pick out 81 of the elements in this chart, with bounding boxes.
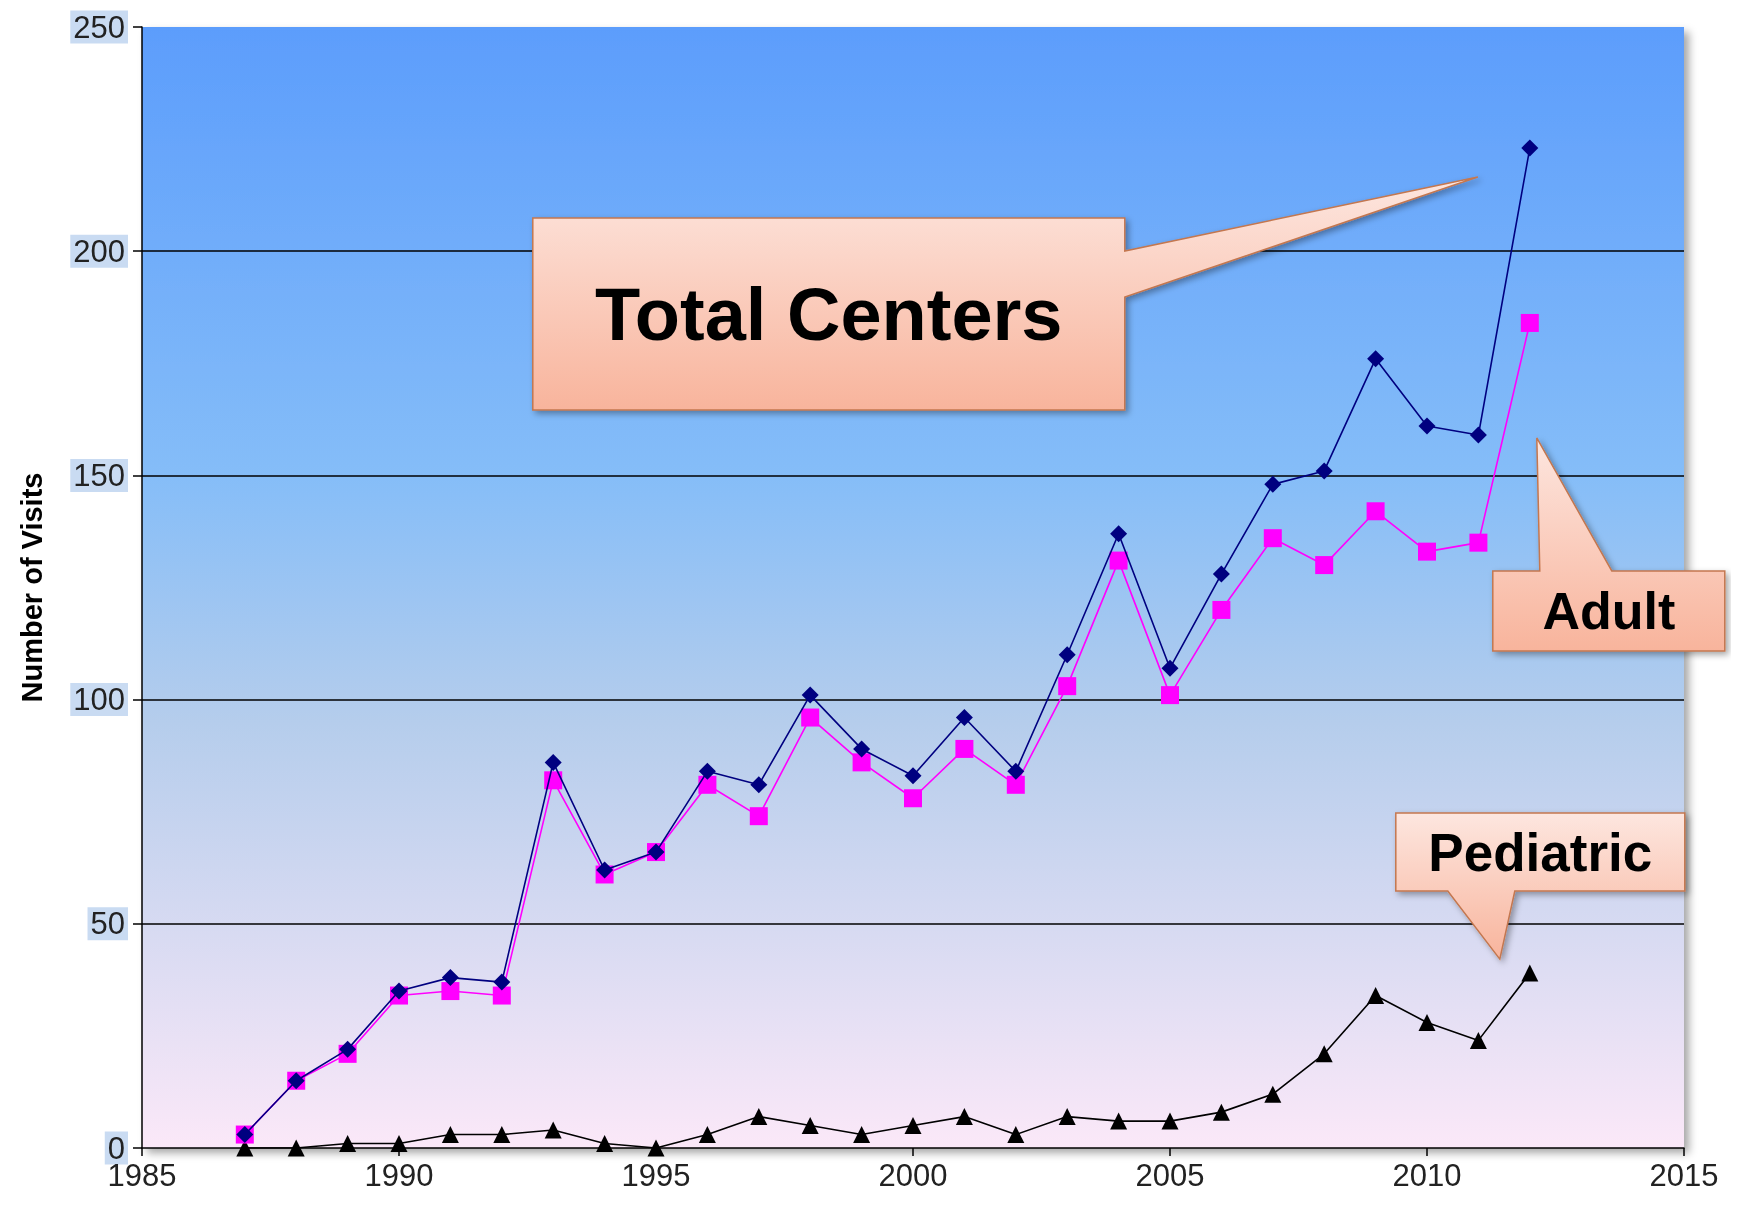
point bbox=[1521, 139, 1539, 157]
point bbox=[544, 753, 562, 771]
y-axis-title: Number of Visits bbox=[15, 472, 48, 703]
point bbox=[1418, 417, 1436, 435]
point bbox=[596, 861, 614, 879]
point bbox=[698, 762, 716, 780]
point bbox=[339, 1135, 357, 1153]
point bbox=[698, 1126, 716, 1144]
text: Pediatric bbox=[1428, 822, 1653, 882]
x-tick-label: 2015 bbox=[1649, 1158, 1719, 1193]
x-tick-label: 2010 bbox=[1392, 1158, 1462, 1193]
point bbox=[852, 753, 871, 772]
point bbox=[287, 1139, 305, 1157]
point bbox=[1366, 502, 1385, 521]
point bbox=[493, 1126, 511, 1144]
point bbox=[1161, 659, 1179, 677]
point bbox=[1007, 762, 1025, 780]
point bbox=[493, 973, 511, 991]
x-tick-label: 2000 bbox=[878, 1158, 948, 1193]
point bbox=[853, 1126, 871, 1144]
point bbox=[1161, 686, 1179, 705]
y-tick-label: 200 bbox=[73, 233, 125, 269]
point bbox=[339, 1040, 357, 1058]
point bbox=[904, 789, 922, 808]
point bbox=[1367, 987, 1385, 1005]
point bbox=[1263, 529, 1282, 548]
point bbox=[1212, 565, 1230, 583]
y-tick-label: 250 bbox=[73, 9, 125, 45]
point bbox=[1315, 462, 1333, 480]
point bbox=[1110, 1112, 1128, 1130]
point bbox=[1058, 1108, 1076, 1126]
point bbox=[1161, 1112, 1179, 1130]
point bbox=[647, 1139, 665, 1157]
point bbox=[1058, 646, 1076, 664]
point bbox=[1315, 1045, 1333, 1063]
point bbox=[1418, 542, 1436, 561]
y-tick-label: 50 bbox=[90, 906, 125, 942]
point bbox=[1520, 313, 1539, 332]
point bbox=[1212, 600, 1231, 619]
point bbox=[1521, 964, 1539, 982]
text: Total Centers bbox=[595, 272, 1063, 356]
point bbox=[1418, 1013, 1436, 1031]
point bbox=[955, 1108, 973, 1126]
point bbox=[441, 969, 459, 987]
point bbox=[1315, 556, 1334, 575]
point bbox=[749, 807, 768, 826]
point bbox=[750, 1108, 768, 1126]
x-tick-label: 1990 bbox=[364, 1158, 434, 1193]
point bbox=[596, 1135, 614, 1153]
point bbox=[1469, 426, 1487, 444]
y-tick-label: 100 bbox=[73, 682, 125, 718]
point bbox=[441, 982, 460, 1001]
point bbox=[955, 739, 974, 758]
point bbox=[1007, 1126, 1025, 1144]
point bbox=[544, 1121, 562, 1139]
point bbox=[1264, 1085, 1282, 1103]
point bbox=[390, 982, 408, 1000]
x-tick-label: 1995 bbox=[621, 1158, 691, 1193]
series-label: Adult bbox=[1542, 581, 1676, 640]
point bbox=[801, 1117, 819, 1135]
point bbox=[1058, 677, 1077, 696]
point bbox=[1109, 551, 1128, 570]
point bbox=[441, 1126, 459, 1144]
point bbox=[1469, 1031, 1487, 1049]
point bbox=[1110, 525, 1128, 543]
point bbox=[853, 740, 871, 758]
point bbox=[955, 709, 973, 727]
x-tick-label: 2005 bbox=[1135, 1158, 1205, 1193]
point bbox=[1469, 533, 1488, 552]
point bbox=[1212, 1103, 1230, 1121]
point bbox=[904, 767, 922, 785]
y-tick-label: 150 bbox=[73, 457, 125, 493]
point bbox=[750, 776, 768, 794]
point bbox=[801, 686, 819, 704]
point bbox=[1006, 775, 1025, 794]
point bbox=[492, 986, 511, 1005]
point bbox=[1264, 475, 1282, 493]
point bbox=[904, 1117, 922, 1135]
point bbox=[801, 708, 820, 727]
point bbox=[390, 1135, 408, 1153]
point bbox=[1367, 350, 1385, 368]
